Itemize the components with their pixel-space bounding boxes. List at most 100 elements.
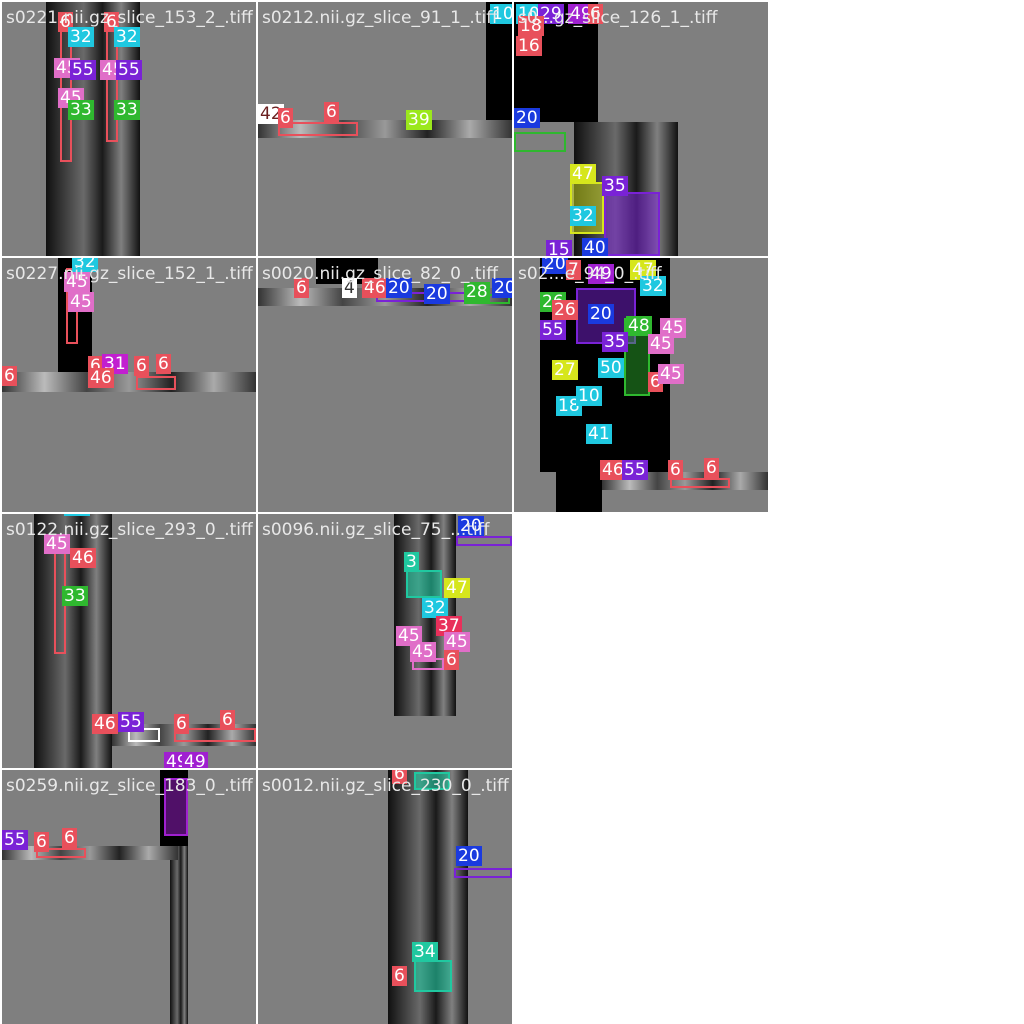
annotation-label: 45 <box>658 364 684 384</box>
segmentation-box <box>278 122 358 136</box>
annotation-label: 18 <box>556 396 582 416</box>
annotation-label: 35 <box>602 176 628 196</box>
segmentation-box <box>406 570 442 598</box>
annotation-label: 45 <box>44 534 70 554</box>
annotation-label: 40 <box>582 238 608 256</box>
annotation-label: 32 <box>72 258 98 272</box>
annotation-label: 32 <box>114 27 140 47</box>
scan-strip <box>2 372 256 392</box>
scan-image <box>556 472 602 512</box>
tile-title: s0221.nii.gz_slice_153_2_.tiff <box>6 8 253 28</box>
annotation-label: 6 <box>444 650 459 670</box>
scan-strip <box>258 120 512 138</box>
annotation-label: 6 <box>588 4 603 24</box>
annotation-label: 46 <box>70 548 96 568</box>
segmentation-box <box>604 192 660 256</box>
annotation-label: 37 <box>436 616 462 636</box>
annotation-label: 6 <box>2 366 17 386</box>
segmentation-box <box>456 536 512 546</box>
annotation-label: 45 <box>64 272 90 292</box>
annotation-label: 6 <box>278 108 293 128</box>
annotation-label: 34 <box>412 942 438 962</box>
image-tile-8: s0096.nii.gz_slice_75_...tiff 20 3 47 32… <box>258 514 512 768</box>
annotation-label: 33 <box>62 586 88 606</box>
annotation-label: 20 <box>492 278 512 298</box>
annotation-label: 47 <box>630 260 656 280</box>
annotation-label: 32 <box>68 27 94 47</box>
annotation-label: 45 <box>410 642 436 662</box>
annotation-label: 6 <box>324 102 339 122</box>
annotation-label: 6 <box>220 710 235 730</box>
annotation-label: 10 <box>576 386 602 406</box>
annotation-label: 18 <box>518 16 544 36</box>
annotation-label: 49 <box>182 752 208 768</box>
annotation-label: 45 <box>68 292 94 312</box>
tile-title: s0212.nii.gz_slice_91_1_.tiff <box>262 8 498 28</box>
annotation-label: 49 <box>588 264 614 284</box>
annotation-label: 33 <box>114 100 140 120</box>
image-tile-7: s0122.nii.gz_slice_293_0_.tiff 45 32 45 … <box>2 514 256 768</box>
annotation-label: 32 <box>64 514 90 516</box>
annotation-label: 20 <box>588 304 614 324</box>
annotation-label: 6 <box>668 460 683 480</box>
annotation-label: 6 <box>392 966 407 986</box>
annotation-label: 6 <box>704 458 719 478</box>
tile-title: s02...e_94_0_.tiff <box>518 264 662 284</box>
annotation-label: 6 <box>62 828 77 848</box>
annotation-label: 6 <box>294 278 309 298</box>
segmentation-box <box>174 728 256 742</box>
annotation-label: 55 <box>118 712 144 732</box>
tile-title: s0...gz_slice_126_1_.tiff <box>518 8 718 28</box>
annotation-label: 20 <box>514 108 540 128</box>
annotation-label: 6 <box>134 356 149 376</box>
annotation-label: 3 <box>404 552 419 572</box>
annotation-label: 4 <box>342 278 357 298</box>
image-tile-9: s0259.nii.gz_slice_183_0_.tiff 55 6 6 <box>2 770 256 1024</box>
image-tile-1: s0221.nii.gz_slice_153_2_.tiff 6 6 32 32… <box>2 2 256 256</box>
annotation-label: 49 <box>568 4 594 24</box>
annotation-label: 45 <box>444 632 470 652</box>
annotation-label: 32 <box>422 598 448 618</box>
tile-title: s0012.nii.gz_slice_230_0_.tiff <box>262 776 509 796</box>
segmentation-box <box>36 848 86 858</box>
annotation-label: 45 <box>396 626 422 646</box>
annotation-label: 16 <box>516 36 542 56</box>
annotation-label: 46 <box>362 278 388 298</box>
image-tile-10: s0012.nii.gz_slice_230_0_.tiff 34 6 20 3… <box>258 770 512 1024</box>
annotation-label: 20 <box>386 278 412 298</box>
tile-title: s0122.nii.gz_slice_293_0_.tiff <box>6 520 253 540</box>
annotation-label: 27 <box>552 360 578 380</box>
annotation-label: 45 <box>660 318 686 338</box>
annotation-label: 35 <box>602 332 628 352</box>
annotation-label: 29 <box>538 4 564 24</box>
annotation-label: 33 <box>68 100 94 120</box>
segmentation-box <box>414 772 450 790</box>
annotation-label: 47 <box>444 578 470 598</box>
segmentation-box <box>414 960 452 992</box>
annotation-label: 32 <box>570 206 596 226</box>
annotation-label: 39 <box>406 110 432 130</box>
annotation-label: 55 <box>116 60 142 80</box>
annotation-label: 26 <box>552 300 578 320</box>
image-tile-5: s0020.nii.gz_slice_82_0_.tiff 6 4 46 20 … <box>258 258 512 512</box>
annotation-label: 6 <box>392 770 407 784</box>
tile-title: s0096.nii.gz_slice_75_...tiff <box>262 520 490 540</box>
annotation-label: 32 <box>640 276 666 296</box>
annotation-label: 48 <box>626 316 652 336</box>
annotation-label: 28 <box>464 282 490 302</box>
annotation-label: 10 <box>490 4 512 24</box>
tile-title: s0227.nii.gz_slice_152_1_.tiff <box>6 264 253 284</box>
annotation-label: 46 <box>600 460 626 480</box>
annotation-label: 6 <box>156 354 171 374</box>
annotation-label: 20 <box>458 516 484 536</box>
image-tile-6: s02...e_94_0_.tiff 20 7 49 47 32 26 26 2… <box>514 258 768 512</box>
annotation-label: 7 <box>566 260 581 280</box>
image-tile-2: s0212.nii.gz_slice_91_1_.tiff 42 6 6 39 … <box>258 2 512 256</box>
scan-strip <box>2 846 178 860</box>
annotation-label: 6 <box>174 714 189 734</box>
annotation-label: 55 <box>70 60 96 80</box>
annotation-label: 42 <box>258 104 284 124</box>
annotation-label: 20 <box>456 846 482 866</box>
annotation-label: 41 <box>586 424 612 444</box>
annotation-label: 6 <box>34 832 49 852</box>
